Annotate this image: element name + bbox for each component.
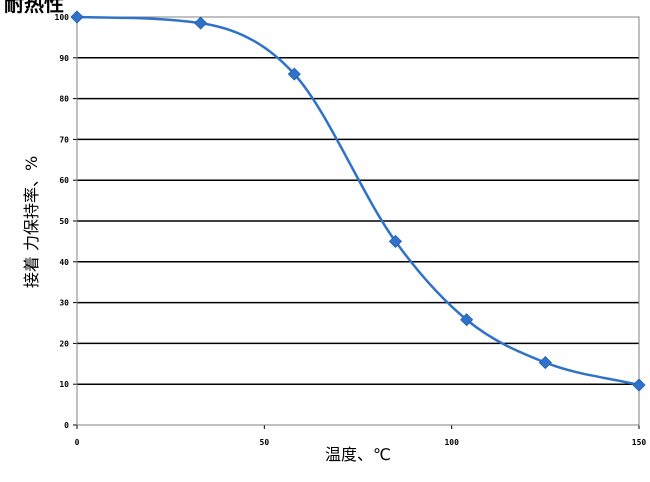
plot-frame <box>76 16 640 426</box>
x-tick-label: 50 <box>260 438 270 447</box>
x-tick-label: 150 <box>632 438 647 447</box>
data-point-marker <box>632 378 646 392</box>
data-point-marker <box>388 234 403 248</box>
y-tick-label: 0 <box>64 421 69 430</box>
series <box>70 10 646 392</box>
y-tick-label: 40 <box>59 258 69 267</box>
y-tick-label: 30 <box>59 299 69 308</box>
y-tick-label: 60 <box>59 176 69 185</box>
y-tick-label: 70 <box>59 135 69 144</box>
series-line <box>75 15 641 387</box>
data-point-marker <box>460 313 474 327</box>
data-point-marker <box>70 10 84 24</box>
y-tick-label: 80 <box>59 95 69 104</box>
y-tick-label: 50 <box>59 217 69 226</box>
x-tick-label: 0 <box>75 438 80 447</box>
data-point-marker <box>287 67 301 81</box>
chart-title: 耐热性 <box>4 0 64 16</box>
y-tick-label: 90 <box>59 54 69 63</box>
y-tick-label: 20 <box>59 339 69 348</box>
data-point-marker <box>194 16 208 30</box>
gridlines <box>73 16 640 429</box>
y-tick-label: 10 <box>59 380 69 389</box>
data-point-marker <box>538 356 552 370</box>
x-tick-label: 100 <box>444 438 459 447</box>
y-axis-label: 接着 力保持率、% <box>22 155 41 289</box>
x-axis-label: 温度、℃ <box>325 445 391 464</box>
y-tick-label: 100 <box>55 13 70 22</box>
tick-labels: 0 10 20 30 40 50 60 70 80 90 100 0 50 100 150 <box>55 13 647 447</box>
